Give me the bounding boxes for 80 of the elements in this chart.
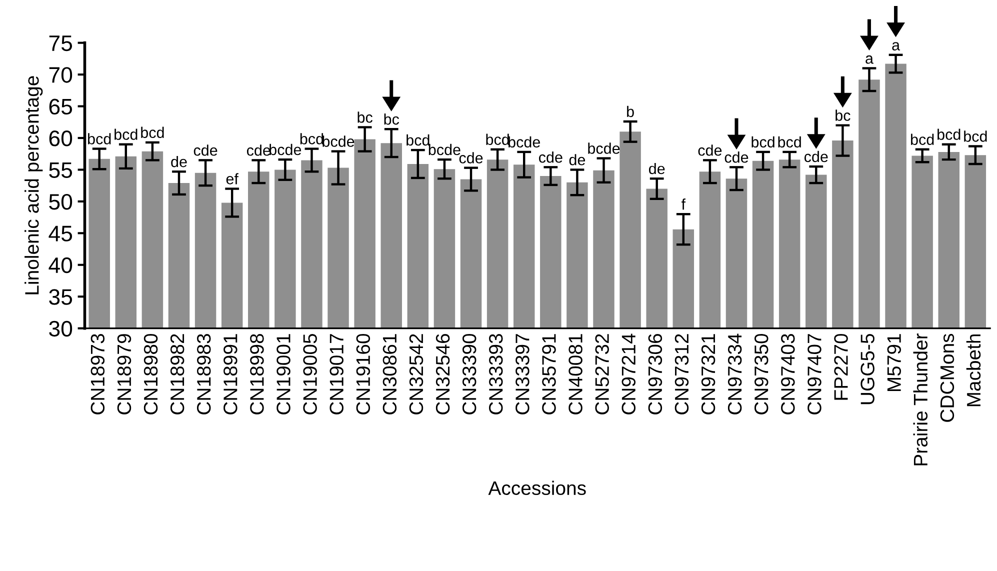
annotation: de bbox=[171, 156, 187, 168]
annotation: bcde bbox=[322, 136, 354, 147]
annotation: bcde bbox=[428, 144, 460, 156]
y-tick-label: 50 bbox=[49, 194, 72, 210]
x-tick-label: CN32542 bbox=[409, 334, 424, 414]
annotation: cde bbox=[724, 152, 748, 163]
x-tick-label: CN30861 bbox=[382, 334, 397, 414]
annotation: f bbox=[681, 198, 686, 210]
x-tick-label: CN18991 bbox=[224, 334, 238, 414]
x-tick-label: CN19160 bbox=[356, 334, 370, 414]
x-tick-label: CN19001 bbox=[276, 334, 290, 414]
annotation: bc bbox=[358, 112, 372, 123]
x-tick-label: CN18980 bbox=[144, 334, 158, 414]
annotation: bcde bbox=[270, 144, 302, 156]
x-axis-title: Accessions bbox=[488, 480, 586, 496]
y-tick-label: 55 bbox=[49, 162, 72, 178]
annotation: ef bbox=[226, 173, 238, 184]
annotation: bcd bbox=[964, 130, 987, 142]
annotation: cde bbox=[194, 144, 218, 156]
x-tick-label: UGG5-5 bbox=[860, 334, 874, 404]
annotation: cde bbox=[698, 144, 722, 156]
annotation: bcd bbox=[141, 126, 164, 138]
annotation: cde bbox=[459, 152, 483, 164]
x-tick-label: CN33390 bbox=[462, 334, 476, 414]
x-tick-label: Prairie Thunder bbox=[913, 334, 928, 466]
annotation: bc bbox=[836, 110, 850, 121]
y-tick-label: 40 bbox=[48, 257, 72, 274]
y-tick-label: 30 bbox=[49, 320, 72, 337]
x-tick-label: CN18973 bbox=[90, 334, 105, 414]
x-tick-label: CN97403 bbox=[781, 334, 795, 414]
annotation: cde bbox=[538, 152, 562, 163]
annotation: bcde bbox=[508, 136, 540, 148]
annotation: bcd bbox=[300, 133, 324, 144]
x-tick-label: CN18982 bbox=[170, 334, 184, 414]
annotation: a bbox=[866, 55, 874, 64]
x-tick-label: CN33397 bbox=[516, 334, 530, 414]
annotation: de bbox=[648, 162, 665, 174]
y-tick-label: 45 bbox=[48, 226, 72, 242]
annotation: bcd bbox=[910, 134, 934, 146]
x-tick-label: CN32546 bbox=[436, 334, 450, 414]
x-tick-label: FP2270 bbox=[834, 334, 848, 400]
x-tick-label: CN35791 bbox=[542, 334, 556, 414]
y-tick-label: 60 bbox=[49, 130, 72, 146]
y-axis-title: Linolenic acid percentage bbox=[24, 76, 43, 294]
annotation: bcd bbox=[778, 136, 801, 148]
annotation: bcde bbox=[588, 142, 620, 154]
x-tick-label: CN97321 bbox=[701, 334, 716, 414]
x-tick-label: CN40081 bbox=[568, 334, 582, 414]
annotation: de bbox=[569, 154, 586, 166]
x-tick-label: CN19017 bbox=[330, 334, 344, 414]
x-tick-label: CN18979 bbox=[117, 334, 132, 414]
x-tick-label: CN18983 bbox=[196, 334, 211, 414]
x-tick-label: CN97312 bbox=[674, 334, 689, 414]
annotation: bcd bbox=[938, 128, 960, 140]
x-tick-label: CN18998 bbox=[250, 334, 264, 414]
x-tick-label: CN97214 bbox=[622, 334, 636, 414]
x-tick-label: M5791 bbox=[887, 334, 901, 392]
annotation: bc bbox=[384, 113, 400, 125]
y-tick-label: 35 bbox=[49, 289, 72, 305]
x-tick-label: CN97407 bbox=[808, 334, 822, 414]
annotation: bcd bbox=[114, 128, 138, 140]
x-tick-label: CN33393 bbox=[489, 334, 503, 414]
annotation: bcd bbox=[486, 134, 509, 146]
x-tick-label: Macbeth bbox=[966, 334, 981, 406]
y-tick-label: 65 bbox=[49, 98, 72, 115]
annotation: cde bbox=[804, 150, 828, 162]
annotation: bcd bbox=[88, 133, 111, 144]
y-tick-label: 75 bbox=[49, 36, 72, 52]
annotation: bcd bbox=[752, 136, 774, 148]
x-tick-label: CN52732 bbox=[595, 334, 609, 414]
y-tick-label: 70 bbox=[49, 67, 72, 83]
annotation: bcd bbox=[406, 134, 430, 146]
annotation: a bbox=[892, 42, 900, 50]
x-tick-label: CN19005 bbox=[303, 334, 317, 414]
x-tick-label: CN97334 bbox=[728, 334, 742, 414]
x-tick-label: CN97350 bbox=[754, 334, 768, 414]
x-tick-label: CN97306 bbox=[648, 334, 662, 414]
annotation: cde bbox=[246, 144, 270, 156]
x-tick-label: CDCMons bbox=[940, 334, 954, 422]
annotation: b bbox=[627, 106, 634, 118]
